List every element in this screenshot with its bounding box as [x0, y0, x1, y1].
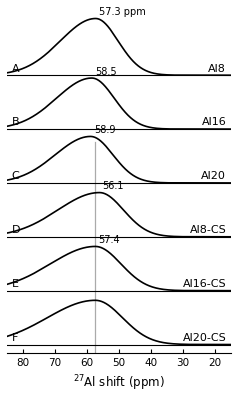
- Text: 57.3 ppm: 57.3 ppm: [99, 7, 146, 17]
- Text: A: A: [12, 64, 19, 74]
- Text: 58.5: 58.5: [95, 67, 117, 77]
- Text: F: F: [12, 333, 18, 343]
- Text: C: C: [12, 171, 20, 181]
- X-axis label: $^{27}$Al shift (ppm): $^{27}$Al shift (ppm): [73, 374, 165, 393]
- Text: Al20: Al20: [201, 171, 226, 181]
- Text: Al16-CS: Al16-CS: [183, 279, 226, 289]
- Text: 57.4: 57.4: [99, 235, 120, 245]
- Text: 58.9: 58.9: [94, 125, 115, 135]
- Text: Al8: Al8: [208, 64, 226, 74]
- Text: B: B: [12, 117, 19, 127]
- Text: E: E: [12, 279, 19, 289]
- Text: Al8-CS: Al8-CS: [189, 225, 226, 235]
- Text: Al20-CS: Al20-CS: [183, 333, 226, 343]
- Text: 56.1: 56.1: [103, 182, 124, 192]
- Text: Al16: Al16: [202, 117, 226, 127]
- Text: D: D: [12, 225, 20, 235]
